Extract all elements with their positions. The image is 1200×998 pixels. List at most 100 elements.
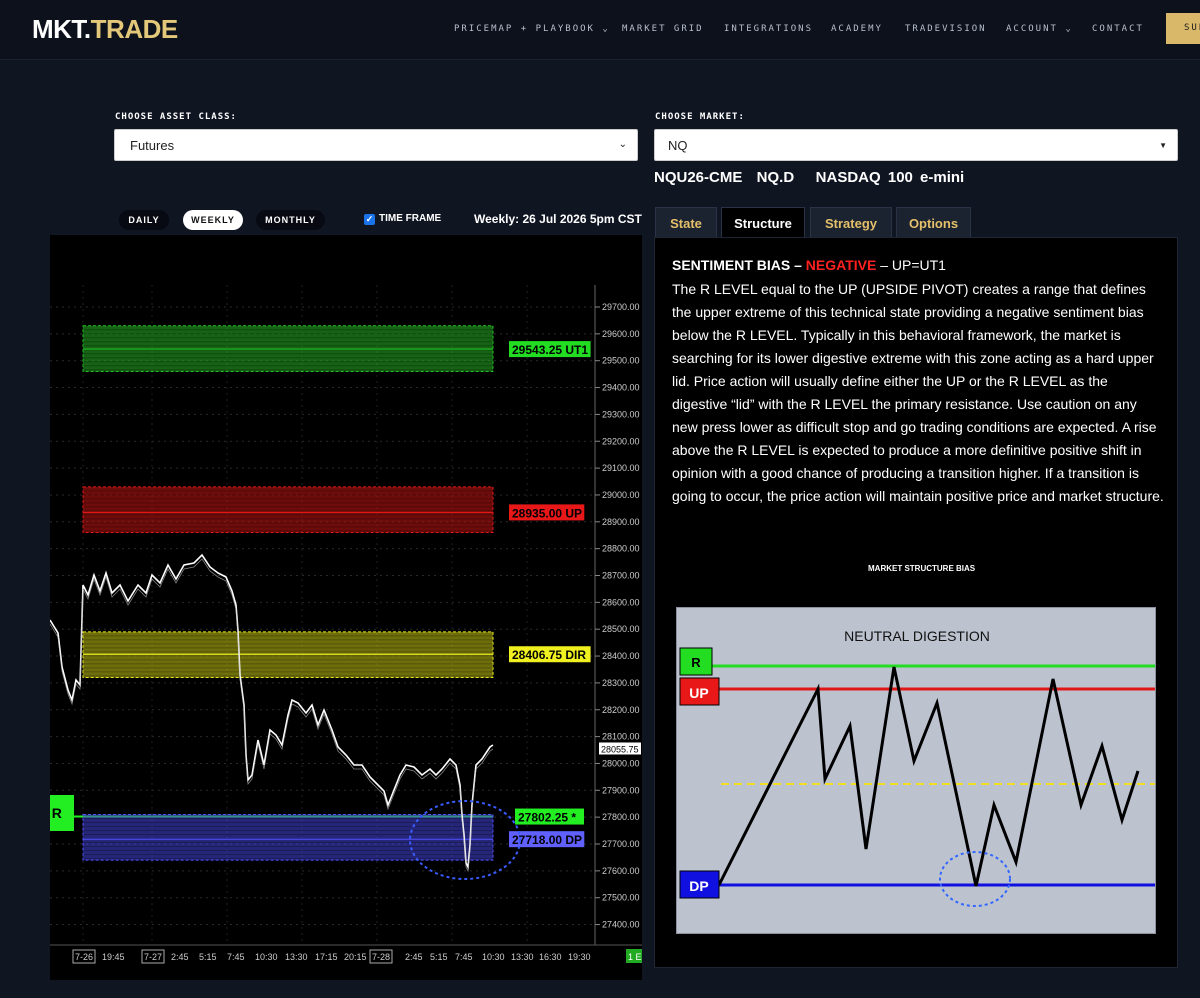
site-logo[interactable]: MKT.TRADE <box>32 14 178 45</box>
price-chart-svg: 29700.00 29600.00 29500.00 29400.00 29300.00… <box>24 285 642 964</box>
structure-path <box>717 666 1140 887</box>
price-tick-label: 29300.00 <box>602 409 640 419</box>
up-label-box <box>679 677 720 706</box>
level-zone <box>82 813 494 861</box>
nav-tradevision[interactable]: TRADEVISION <box>905 24 987 34</box>
bias-suffix: – UP=UT1 <box>876 257 946 273</box>
time-tick-label: 13:30 <box>511 952 534 962</box>
r-label: R <box>691 655 701 670</box>
subscribe-button[interactable]: SUB <box>1166 13 1200 44</box>
asset-class-value: Futures <box>130 138 175 153</box>
chevron-down-icon: ⌄ <box>618 139 627 150</box>
tab-state[interactable]: State <box>655 207 717 238</box>
price-tick-label: 28700.00 <box>602 571 640 581</box>
market-value: NQ <box>668 138 688 153</box>
time-tick-label: 7-28 <box>372 952 390 962</box>
tab-options[interactable]: Options <box>896 207 971 238</box>
timeframe-weekly-button[interactable]: WEEKLY <box>183 210 243 230</box>
caret-down-icon: ▼ <box>1159 141 1167 150</box>
time-tick-label: 16:30 <box>539 952 562 962</box>
asset-class-label: CHOOSE ASSET CLASS: <box>115 112 237 122</box>
level-label: 27802.25 * <box>518 811 576 825</box>
time-tick-label: 20:15 <box>344 952 367 962</box>
level-label-box <box>509 504 585 521</box>
time-tick-label: 7-27 <box>144 952 162 962</box>
nav-pricemap-playbook[interactable]: PRICEMAP + PLAYBOOK ⌄ <box>454 24 610 34</box>
bias-value: NEGATIVE <box>805 257 877 273</box>
price-trace-shadow <box>49 558 494 873</box>
structure-diagram-svg: NEUTRAL DIGESTION R UP DP <box>679 628 1155 907</box>
time-tick-label: 7-26 <box>75 952 93 962</box>
market-select[interactable]: NQ ▼ <box>654 129 1178 161</box>
timeframe-checkbox-label: TIME FRAME <box>379 213 442 224</box>
price-chart[interactable]: 29700.00 29600.00 29500.00 29400.00 29300.00… <box>24 235 642 980</box>
time-tick-label: 10:30 <box>482 952 505 962</box>
asset-class-select[interactable]: Futures ⌄ <box>114 129 638 161</box>
time-tick-box <box>72 949 96 964</box>
bias-prefix: SENTIMENT BIAS – <box>672 257 806 273</box>
logo-text-primary: MKT. <box>32 14 91 44</box>
structure-heading: MARKET STRUCTURE BIAS <box>868 564 976 573</box>
time-tick-label: 5:15 <box>430 952 448 962</box>
price-tick-label: 28600.00 <box>602 597 640 607</box>
price-tick-label: 29000.00 <box>602 490 640 500</box>
nav-account[interactable]: ACCOUNT ⌄ <box>1006 24 1073 34</box>
checkmark-icon: ✓ <box>364 214 375 225</box>
time-tick-label: 2:45 <box>405 952 423 962</box>
timeframe-daily-button[interactable]: DAILY <box>119 210 169 230</box>
interval-badge-label: 1 E <box>628 952 642 962</box>
last-price-box <box>599 742 641 755</box>
time-tick-label: 2:45 <box>171 952 189 962</box>
nav-academy[interactable]: ACADEMY <box>831 24 883 34</box>
dp-highlight-ellipse <box>409 800 521 880</box>
dp-highlight-ellipse <box>939 851 1011 907</box>
price-tick-label: 29400.00 <box>602 383 640 393</box>
market-info: NQU26-CME NQ.D NASDAQ 100 e-mini <box>654 169 965 186</box>
price-tick-label: 28100.00 <box>602 732 640 742</box>
interval-badge <box>626 949 642 963</box>
time-tick-box <box>369 949 393 964</box>
price-tick-label: 29600.00 <box>602 329 640 339</box>
price-tick-label: 27400.00 <box>602 920 640 930</box>
price-tick-label: 27800.00 <box>602 812 640 822</box>
price-tick-label: 29200.00 <box>602 436 640 446</box>
time-tick-box <box>141 949 165 964</box>
level-label-box <box>515 808 584 825</box>
price-tick-label: 27500.00 <box>602 893 640 903</box>
level-label: 29543.25 UT1 <box>512 343 588 357</box>
market-label: CHOOSE MARKET: <box>655 112 745 122</box>
diagram-title: NEUTRAL DIGESTION <box>844 628 990 644</box>
price-tick-label: 28200.00 <box>602 705 640 715</box>
dp-label: DP <box>689 878 708 894</box>
price-trace <box>49 553 494 870</box>
last-price-label: 28055.75 <box>601 744 639 754</box>
nav-market-grid[interactable]: MARKET GRID <box>622 24 704 34</box>
r-label-box <box>679 647 713 676</box>
price-tick-label: 27900.00 <box>602 785 640 795</box>
time-tick-label: 7:45 <box>455 952 473 962</box>
mr-badge-label: M R <box>50 805 62 821</box>
time-tick-label: 7:45 <box>227 952 245 962</box>
level-label: 27718.00 DP <box>512 833 582 847</box>
price-tick-label: 27600.00 <box>602 866 640 876</box>
top-nav: MKT.TRADE PRICEMAP + PLAYBOOK ⌄ MARKET G… <box>0 0 1200 60</box>
tab-structure[interactable]: Structure <box>721 207 805 239</box>
price-tick-label: 27700.00 <box>602 839 640 849</box>
timeframe-monthly-button[interactable]: MONTHLY <box>256 210 325 230</box>
level-label: 28935.00 UP <box>512 506 582 520</box>
price-tick-label: 28300.00 <box>602 678 640 688</box>
time-tick-label: 17:15 <box>315 952 338 962</box>
price-tick-label: 29500.00 <box>602 356 640 366</box>
logo-text-accent: TRADE <box>90 14 179 44</box>
price-tick-label: 28400.00 <box>602 651 640 661</box>
timeframe-checkbox[interactable]: ✓ TIME FRAME <box>364 213 441 225</box>
price-tick-label: 28000.00 <box>602 758 640 768</box>
price-tick-label: 28800.00 <box>602 544 640 554</box>
sentiment-bias: SENTIMENT BIAS – NEGATIVE – UP=UT1 <box>672 257 946 273</box>
nav-integrations[interactable]: INTEGRATIONS <box>724 24 814 34</box>
up-label: UP <box>689 685 708 701</box>
weekly-timestamp: Weekly: 26 Jul 2026 5pm CST <box>474 212 642 226</box>
nav-contact[interactable]: CONTACT <box>1092 24 1144 34</box>
time-tick-label: 19:45 <box>102 952 125 962</box>
tab-strategy[interactable]: Strategy <box>810 207 892 238</box>
